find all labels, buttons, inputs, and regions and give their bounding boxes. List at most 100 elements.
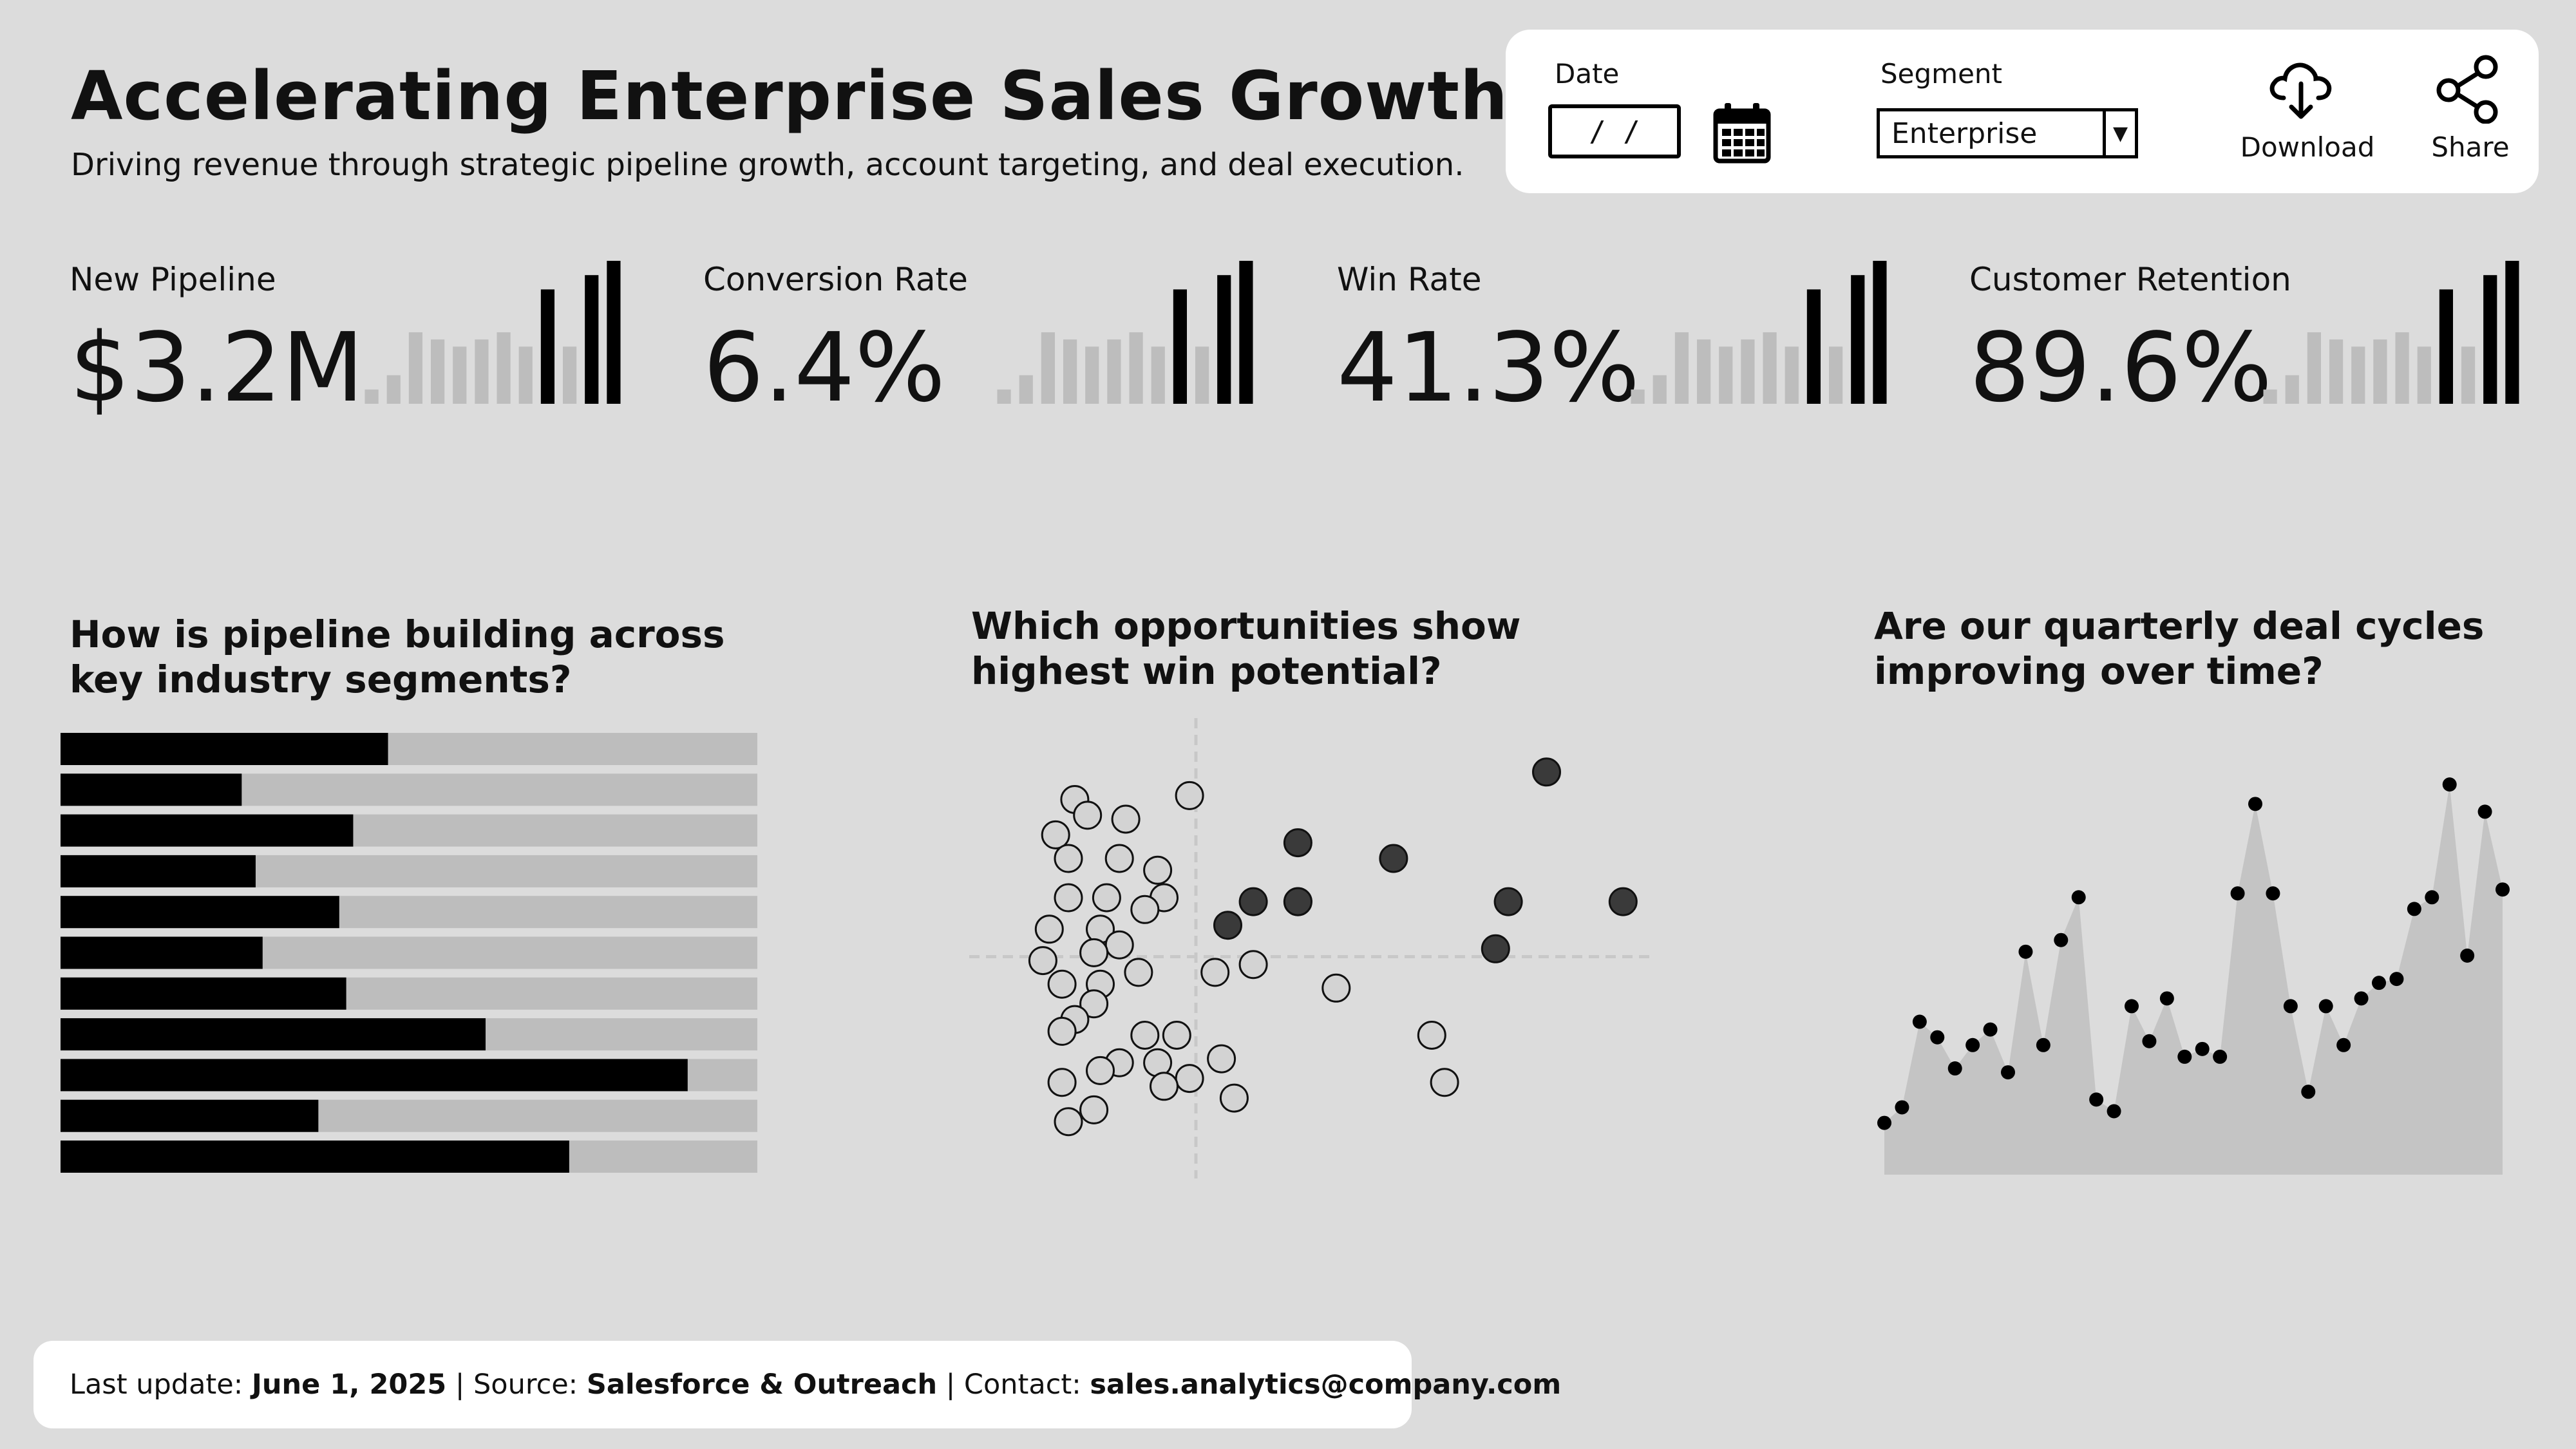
kpi-spark-bar (1041, 332, 1056, 404)
deal-cycle-point (1983, 1022, 1998, 1037)
source-label: | Source: (455, 1368, 578, 1401)
kpi-spark-bar (2285, 375, 2299, 404)
segment-bar (61, 814, 354, 847)
scatter-point (1150, 1072, 1179, 1101)
kpi-sparkline (2263, 261, 2519, 404)
kpi-value: $3.2M (70, 312, 365, 423)
kpi-spark-bar (408, 332, 423, 404)
segment-bar (61, 855, 256, 887)
deal-cycle-point (2018, 944, 2033, 959)
kpi-value: 41.3% (1337, 312, 1640, 423)
kpi-spark-bar (1785, 346, 1799, 404)
scatter-point (1041, 820, 1070, 849)
contact-label: | Contact: (945, 1368, 1081, 1401)
deal-cycle-point (1895, 1100, 1909, 1115)
kpi-spark-bar (1719, 346, 1733, 404)
segment-select-value: Enterprise (1891, 117, 2038, 150)
deal-cycle-point (2159, 991, 2174, 1006)
footer-bar: Last update: June 1, 2025 | Source: Sale… (33, 1341, 1561, 1428)
segment-bar (61, 1099, 319, 1132)
deal-cycle-point (1930, 1030, 1945, 1045)
cloud-download-icon[interactable] (2266, 55, 2336, 120)
chart-title-deal-cycles: Are our quarterly deal cycles improving … (1874, 604, 2485, 693)
scatter-point (1047, 1016, 1077, 1046)
scatter-point (1086, 1056, 1115, 1085)
scatter-point (1207, 1044, 1236, 1074)
scatter-point (1079, 1095, 1109, 1124)
calendar-icon[interactable] (1713, 102, 1771, 164)
segment-bar (61, 733, 388, 765)
deal-cycle-area (1884, 784, 2503, 1175)
kpi-spark-bar (1828, 346, 1843, 404)
kpi-spark-bar (1085, 346, 1099, 404)
deal-cycle-point (2142, 1034, 2157, 1048)
date-field[interactable]: / / (1548, 104, 1681, 158)
contact-email-link[interactable]: sales.analytics@company.com (1090, 1368, 1562, 1401)
deal-cycle-point (2496, 882, 2510, 897)
kpi-spark-bar (1239, 261, 1253, 404)
kpi-spark-bar (453, 346, 467, 404)
share-icon[interactable] (2432, 53, 2503, 124)
segment-bar (61, 936, 263, 969)
segment-bar (61, 1018, 486, 1051)
kpi-spark-bar (1873, 261, 1887, 404)
scatter-point (1073, 800, 1103, 830)
deal-cycle-point (2036, 1037, 2050, 1052)
last-update-label: Last update: (70, 1368, 243, 1401)
scatter-point (1092, 883, 1121, 913)
deal-cycle-point (1947, 1061, 1962, 1076)
scatter-point (1130, 895, 1160, 924)
segment-select[interactable]: Enterprise ▼ (1877, 108, 2138, 158)
kpi-spark-bar (585, 275, 599, 404)
chart-title-pipeline-segments: How is pipeline building across key indu… (70, 612, 725, 701)
scatter-point (1079, 938, 1109, 967)
scatter-point-highlight (1213, 911, 1242, 940)
kpi-spark-bar (518, 346, 533, 404)
deal-cycle-point (2407, 902, 2421, 916)
scatter-point (1054, 1107, 1083, 1137)
kpi-spark-bar (1696, 339, 1711, 404)
share-button[interactable]: Share (2431, 131, 2510, 163)
deal-cycle-point (2283, 999, 2298, 1014)
pipeline-segment-bar-chart (61, 733, 757, 1173)
deal-cycle-point (2460, 948, 2475, 963)
scatter-point (1130, 1021, 1160, 1050)
scatter-point (1054, 883, 1083, 913)
kpi-spark-bar (2439, 289, 2454, 404)
scatter-point (1175, 781, 1204, 810)
deal-cycle-point (2336, 1037, 2351, 1052)
scatter-point-highlight (1379, 844, 1408, 873)
deal-cycle-point (1912, 1014, 1927, 1029)
deal-cycle-point (2354, 991, 2369, 1006)
kpi-spark-bar (430, 339, 445, 404)
deal-cycle-point (1877, 1115, 1891, 1130)
kpi-spark-bar (475, 339, 489, 404)
scatter-point (1124, 958, 1153, 987)
kpi-label: Win Rate (1337, 261, 1482, 298)
kpi-spark-bar (2395, 332, 2409, 404)
kpi-spark-bar (540, 289, 555, 404)
kpi-spark-bar (607, 261, 621, 404)
kpi-value: 6.4% (703, 312, 945, 423)
source-value: Salesforce & Outreach (586, 1368, 938, 1401)
page-subtitle: Driving revenue through strategic pipeli… (71, 147, 1464, 183)
chevron-down-icon[interactable]: ▼ (2103, 111, 2135, 155)
scatter-point-highlight (1481, 934, 1510, 963)
deal-cycle-point (2125, 999, 2139, 1014)
deal-cycle-point (2230, 886, 2245, 901)
kpi-sparkline (365, 261, 621, 404)
kpi-spark-bar (2351, 346, 2365, 404)
download-button[interactable]: Download (2240, 131, 2375, 163)
kpi-spark-bar (2263, 389, 2277, 404)
kpi-spark-bar (1217, 275, 1231, 404)
deal-cycle-point (2089, 1092, 2104, 1107)
kpi-spark-bar (386, 375, 401, 404)
kpi-spark-bar (2461, 346, 2476, 404)
scatter-point (1028, 946, 1057, 976)
kpi-spark-bar (1129, 332, 1143, 404)
scatter-point-highlight (1608, 887, 1638, 916)
kpi-spark-bar (1173, 289, 1188, 404)
scatter-point (1104, 844, 1134, 873)
scatter-point-highlight (1283, 828, 1312, 858)
scatter-point (1175, 1064, 1204, 1094)
